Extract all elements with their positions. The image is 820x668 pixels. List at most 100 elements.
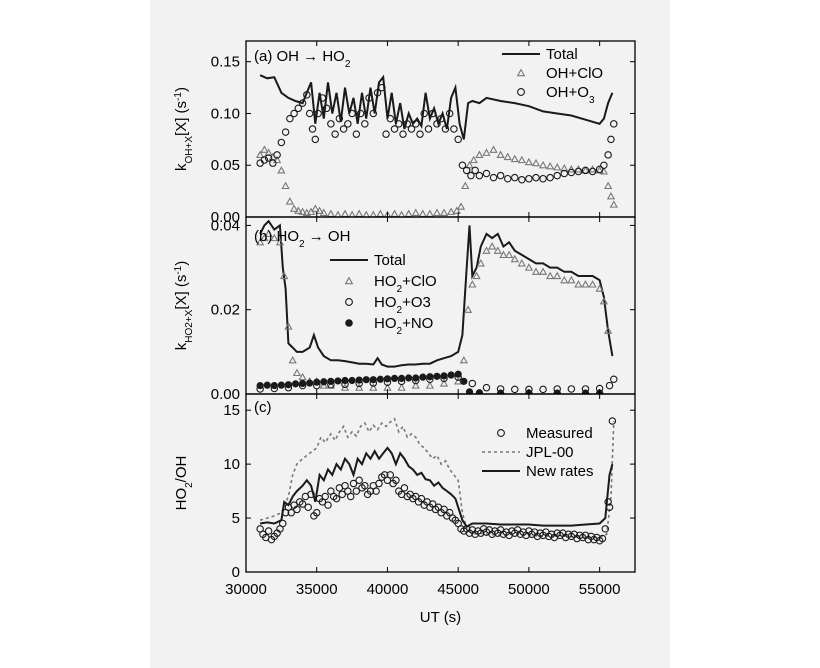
data-point-ho2-clo — [524, 263, 534, 271]
data-point-oh-o3 — [462, 166, 471, 175]
data-point-ho2-o3 — [482, 383, 491, 392]
data-point-ho2-clo — [459, 355, 468, 364]
data-point-measured — [355, 476, 363, 485]
data-point-oh-o3 — [386, 114, 395, 123]
data-point-oh-o3 — [411, 120, 420, 128]
data-point-ho2-no — [419, 373, 427, 381]
legend-label-new-rates: New rates — [526, 463, 594, 480]
data-point-measured — [321, 492, 329, 501]
data-point-oh-o3 — [428, 109, 437, 118]
legend-label-total: Total — [374, 252, 406, 269]
data-point-oh-o3 — [450, 125, 458, 133]
data-point-oh-o3 — [369, 109, 378, 118]
data-point-ho2-clo — [275, 237, 285, 246]
data-point-oh-o3 — [403, 120, 412, 128]
data-point-oh-clo — [456, 202, 466, 210]
data-point-ho2-no — [398, 374, 406, 383]
data-point-ho2-o3 — [610, 375, 618, 383]
data-point-oh-o3 — [567, 168, 576, 177]
data-point-ho2-clo — [355, 383, 364, 391]
data-point-ho2-no — [460, 377, 468, 385]
data-point-oh-o3 — [294, 104, 303, 113]
data-point-oh-o3 — [467, 171, 475, 180]
data-point-oh-o3 — [286, 114, 294, 123]
data-point-oh-o3 — [458, 161, 467, 169]
data-point-oh-clo — [531, 158, 541, 167]
data-point-oh-o3 — [311, 135, 320, 144]
data-point-oh-o3 — [416, 130, 424, 138]
y-axis-title-a: kOH+X[X] (s-1) — [173, 87, 195, 171]
x-tick-label: 35000 — [296, 581, 338, 598]
data-point-oh-clo — [418, 209, 427, 217]
data-point-ho2-clo — [510, 254, 519, 263]
data-point-ho2-o3 — [539, 385, 547, 394]
data-point-oh-clo — [581, 166, 590, 174]
data-point-measured — [352, 487, 361, 495]
data-point-ho2-clo — [517, 259, 526, 267]
data-point-ho2-no — [433, 372, 441, 380]
legend-label-oh-clo: OH+ClO — [546, 65, 603, 82]
data-point-oh-clo — [567, 165, 576, 173]
series-line-total — [259, 219, 614, 368]
data-point-oh-clo — [503, 152, 512, 161]
series-measured — [256, 417, 617, 545]
data-point-oh-clo — [553, 162, 562, 171]
x-tick-label: 30000 — [225, 581, 267, 598]
data-point-ho2-no — [277, 381, 285, 389]
data-point-ho2-clo — [439, 379, 449, 387]
legend-label-measured: Measured — [526, 425, 593, 442]
y-tick-label: 0.04 — [211, 217, 240, 234]
data-point-oh-clo — [469, 155, 478, 164]
legend-key-oh-o — [517, 88, 525, 96]
data-point-oh-clo — [425, 209, 435, 217]
legend-a: Total OH+ClO OH+O3 — [502, 46, 603, 106]
data-point-ho2-clo — [487, 242, 497, 250]
data-point-measured — [598, 534, 607, 543]
data-point-ho2-no — [475, 389, 483, 394]
data-point-ho2-no — [412, 374, 420, 382]
data-point-measured — [608, 417, 617, 425]
x-tick-label: 45000 — [437, 581, 479, 598]
data-point-oh-o3 — [352, 130, 361, 138]
data-point-oh-o3 — [588, 167, 597, 176]
data-point-oh-o3 — [511, 173, 519, 182]
data-point-oh-clo — [603, 181, 613, 190]
data-point-oh-clo — [606, 191, 616, 200]
data-point-oh-o3 — [322, 104, 331, 113]
data-point-measured — [307, 490, 315, 499]
data-point-ho2-clo — [574, 280, 583, 288]
data-point-oh-o3 — [305, 109, 314, 118]
data-point-ho2-clo — [493, 246, 502, 254]
y-tick-label: 0 — [232, 564, 240, 581]
legend-label-ho-o3: HO2+O3 — [374, 294, 431, 316]
data-point-oh-clo — [482, 148, 491, 156]
data-point-ho2-clo — [256, 237, 265, 246]
data-point-ho2-no — [497, 389, 505, 394]
plot-area-c — [256, 417, 617, 545]
panel-b: 0.00 0.02 0.04 (b) HO2 → OH kHO2+X[X] (s-1) T… — [173, 216, 636, 403]
data-point-ho2-clo — [280, 271, 289, 280]
y-axis-title-b: kHO2+X[X] (s-1) — [173, 261, 195, 351]
data-point-oh-clo — [517, 155, 526, 164]
plot-area-a — [256, 74, 618, 217]
panel-label-c: (c) — [254, 399, 272, 416]
data-point-oh-o3 — [525, 174, 533, 183]
data-point-oh-o3 — [339, 125, 348, 133]
data-point-ho2-clo — [482, 246, 491, 254]
legend-key-ho-clo — [344, 276, 354, 285]
data-point-oh-clo — [334, 210, 342, 217]
data-point-measured — [417, 494, 426, 503]
data-point-oh-clo — [260, 145, 269, 153]
data-point-measured — [601, 525, 610, 533]
data-point-oh-o3 — [518, 175, 526, 184]
data-point-ho2-o3 — [511, 385, 519, 394]
data-point-ho2-no — [263, 381, 271, 389]
data-point-oh-o3 — [574, 167, 583, 176]
data-point-oh-o3 — [496, 171, 505, 180]
data-point-measured — [293, 505, 301, 514]
data-point-oh-clo — [340, 209, 350, 217]
data-point-ho2-clo — [298, 372, 307, 381]
data-point-oh-clo — [298, 207, 307, 215]
data-point-oh-o3 — [356, 109, 365, 118]
data-point-oh-clo — [545, 161, 555, 170]
